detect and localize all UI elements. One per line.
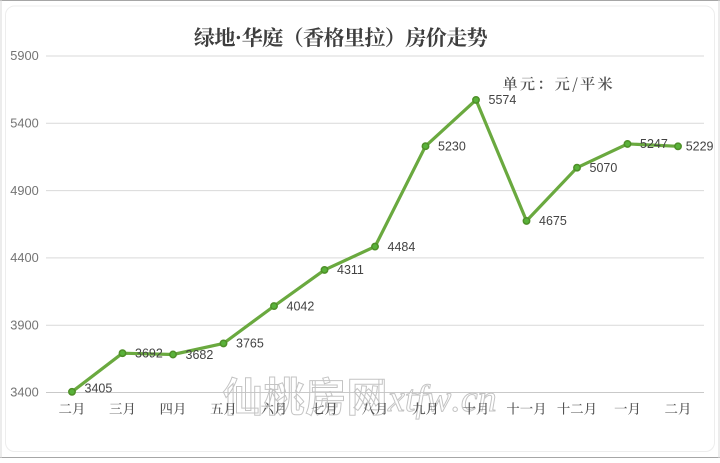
svg-text:5574: 5574	[489, 93, 517, 107]
svg-text:3400: 3400	[10, 385, 38, 400]
svg-text:5900: 5900	[10, 48, 38, 63]
svg-text:4675: 4675	[539, 214, 567, 228]
svg-text:3692: 3692	[135, 347, 163, 361]
svg-text:4042: 4042	[287, 299, 315, 313]
svg-text:4311: 4311	[337, 263, 364, 277]
svg-text:4400: 4400	[10, 250, 38, 265]
svg-text:3405: 3405	[85, 382, 113, 396]
svg-text:5247: 5247	[640, 137, 668, 151]
svg-text:3682: 3682	[186, 348, 214, 362]
svg-text:5230: 5230	[438, 140, 466, 154]
svg-text:4900: 4900	[10, 183, 38, 198]
svg-text:3765: 3765	[236, 337, 264, 351]
svg-text:5400: 5400	[10, 116, 38, 131]
svg-text:5229: 5229	[686, 140, 714, 154]
svg-text:3900: 3900	[10, 317, 38, 332]
svg-text:4484: 4484	[388, 240, 416, 254]
svg-text:5070: 5070	[590, 161, 618, 175]
